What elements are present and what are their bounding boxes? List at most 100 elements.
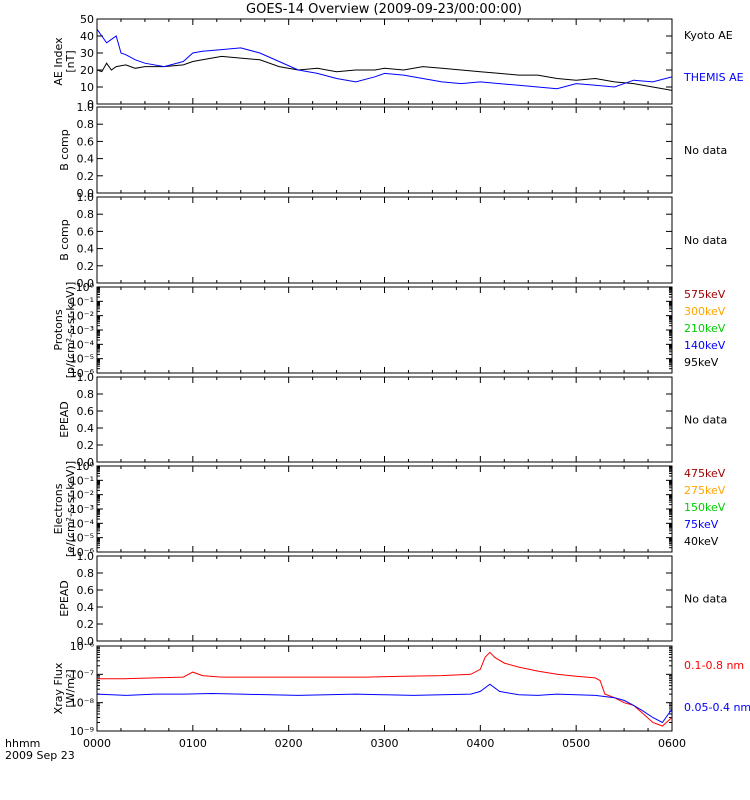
- y-tick-label: 0.0: [77, 277, 95, 290]
- legend-entry: 475keV: [684, 467, 726, 480]
- y-tick-label: 0.6: [77, 225, 95, 238]
- y-tick-label: 0.0: [77, 456, 95, 469]
- y-tick-label: 1.0: [77, 371, 95, 384]
- y-tick-label: 0.8: [77, 118, 95, 131]
- legend-entry: 575keV: [684, 288, 726, 301]
- y-axis-unit: [W/m²]: [64, 669, 77, 707]
- y-tick-label: 0.0: [77, 635, 95, 648]
- y-tick-label: 10⁻⁵: [70, 532, 94, 545]
- y-axis-label: Protons: [52, 309, 65, 350]
- legend-entry: 275keV: [684, 484, 726, 497]
- y-tick-label: 10⁻³: [70, 503, 94, 516]
- y-axis-label: B comp: [58, 129, 71, 171]
- series-label: 0.1-0.8 nm: [684, 659, 744, 672]
- y-tick-label: 10⁻¹: [70, 474, 94, 487]
- y-tick-label: 10⁻⁹: [70, 725, 94, 738]
- y-axis-unit: [p/(cm²-s-sr-keV)]: [64, 282, 77, 379]
- series-label: 0.05-0.4 nm: [684, 701, 750, 714]
- panel-bcomp1: 0.0 0.2 0.4 0.6 0.8 1.0 B comp No data: [58, 101, 727, 200]
- y-tick-label: 0.8: [77, 208, 95, 221]
- y-tick-label: 10⁻¹: [70, 295, 94, 308]
- y-tick-label: 0.2: [77, 618, 95, 631]
- y-tick-label: 10⁻⁵: [70, 353, 94, 366]
- y-tick-label: 0.8: [77, 567, 95, 580]
- series-label: Kyoto AE: [684, 29, 733, 42]
- legend-entry: 210keV: [684, 322, 726, 335]
- y-tick-label: 0.6: [77, 584, 95, 597]
- y-tick-label: 1.0: [77, 191, 95, 204]
- panel-frame: [96, 376, 673, 463]
- legend-entry: 300keV: [684, 305, 726, 318]
- panel-frame: [96, 286, 673, 374]
- y-tick-label: 10⁻⁷: [70, 668, 94, 681]
- y-tick-label: 10⁻⁶: [70, 546, 95, 559]
- series-line-1: [97, 28, 672, 90]
- y-axis-label: B comp: [58, 219, 71, 261]
- y-tick-label: 0.8: [77, 388, 95, 401]
- panel-stack: 0 10 20 30 40 50 AE Index [nT] Kyoto AE THEMIS AE…: [52, 13, 750, 750]
- y-tick-label: 0.6: [77, 405, 95, 418]
- y-tick-label: 10⁻²: [70, 489, 94, 502]
- no-data-note: No data: [684, 414, 727, 427]
- legend-entry: 75keV: [684, 518, 719, 531]
- x-tick-label: 0200: [275, 737, 303, 750]
- panel-frame: [96, 196, 673, 284]
- panel-xray: 10⁻⁹ 10⁻⁸ 10⁻⁷ 10⁻⁶ Xray Flux [W/m²] 0.1-0.8 n…: [52, 640, 750, 750]
- series-label: THEMIS AE: [683, 71, 744, 84]
- figure-title: GOES-14 Overview (2009-09-23/00:00:00): [246, 2, 522, 17]
- panel-frame: [96, 555, 673, 642]
- no-data-note: No data: [684, 593, 727, 606]
- no-data-note: No data: [684, 144, 727, 157]
- y-tick-label: 0.4: [77, 243, 95, 256]
- y-axis-label: EPEAD: [58, 580, 71, 617]
- legend-entry: 40keV: [684, 535, 719, 548]
- y-tick-label: 10: [80, 81, 94, 94]
- y-axis-label: AE Index: [52, 37, 65, 86]
- y-tick-label: 30: [80, 47, 94, 60]
- series-line-0: [97, 651, 672, 727]
- y-tick-label: 0.4: [77, 601, 95, 614]
- y-tick-label: 10⁻⁸: [70, 697, 95, 710]
- series-line-0: [97, 55, 672, 91]
- panel-epead1: 0.0 0.2 0.4 0.6 0.8 1.0 EPEAD No data: [58, 371, 727, 469]
- y-tick-label: 1.0: [77, 101, 95, 114]
- x-tick-label: 0600: [658, 737, 686, 750]
- x-tick-label: 0300: [371, 737, 399, 750]
- y-tick-label: 40: [80, 30, 94, 43]
- y-axis-unit: [nT]: [64, 50, 77, 72]
- legend-entry: 140keV: [684, 339, 726, 352]
- y-tick-label: 10⁻⁶: [70, 640, 95, 653]
- y-tick-label: 10⁰: [76, 460, 95, 473]
- no-data-note: No data: [684, 234, 727, 247]
- panel-epead2: 0.0 0.2 0.4 0.6 0.8 1.0 EPEAD No data: [58, 550, 727, 648]
- y-tick-label: 0.2: [77, 260, 95, 273]
- y-tick-label: 0.4: [77, 153, 95, 166]
- y-tick-label: 10⁻⁴: [70, 338, 95, 351]
- y-tick-label: 0: [87, 98, 94, 111]
- y-tick-label: 10⁻²: [70, 310, 94, 323]
- y-tick-label: 0.6: [77, 135, 95, 148]
- y-tick-label: 1.0: [77, 550, 95, 563]
- y-tick-label: 10⁻³: [70, 324, 94, 337]
- panel-frame: [96, 645, 673, 732]
- x-axis-date-label: 2009 Sep 23: [5, 749, 75, 762]
- y-tick-label: 10⁻⁶: [70, 367, 95, 380]
- y-tick-label: 50: [80, 13, 94, 26]
- x-tick-label: 0000: [83, 737, 111, 750]
- series-line-1: [97, 683, 672, 724]
- legend-entry: 150keV: [684, 501, 726, 514]
- y-axis-label: Electrons: [52, 483, 65, 534]
- x-axis-row-label: hhmm: [5, 737, 40, 750]
- y-axis-label: Xray Flux: [52, 662, 65, 714]
- x-tick-label: 0500: [562, 737, 590, 750]
- legend-entry: 95keV: [684, 356, 719, 369]
- panel-bcomp2: 0.0 0.2 0.4 0.6 0.8 1.0 B comp No data: [58, 191, 727, 290]
- y-tick-label: 20: [80, 64, 94, 77]
- y-tick-label: 0.2: [77, 439, 95, 452]
- y-axis-label: EPEAD: [58, 401, 71, 438]
- panel-frame: [96, 106, 673, 194]
- x-tick-label: 0100: [179, 737, 207, 750]
